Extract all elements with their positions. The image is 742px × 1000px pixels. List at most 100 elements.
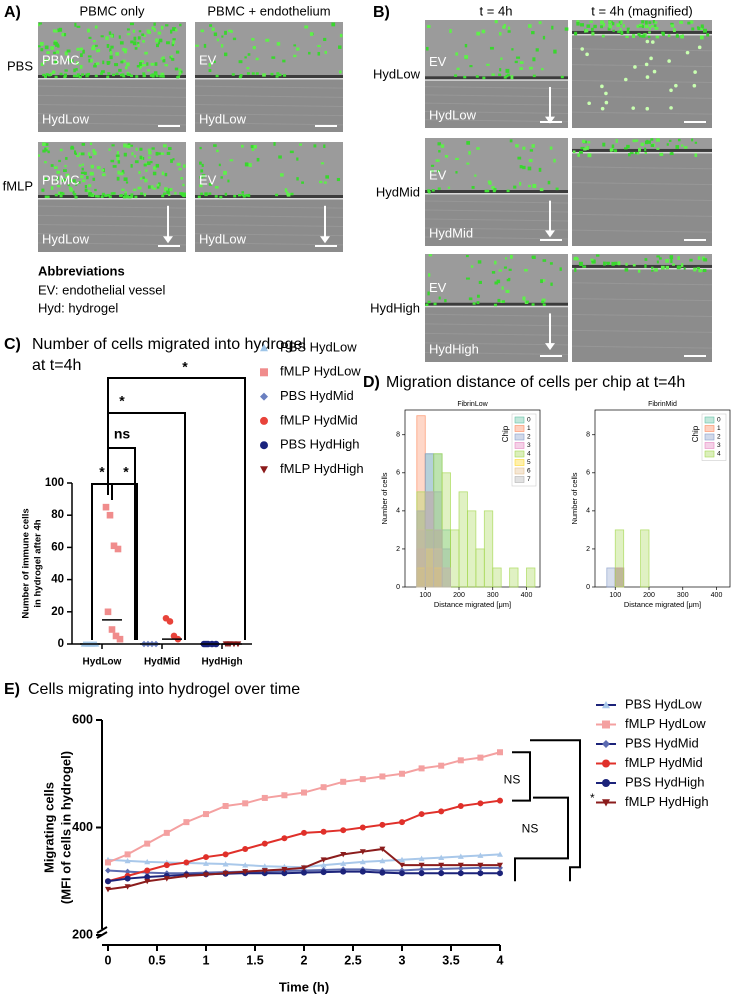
legend-label: PBS HydHigh <box>280 437 359 452</box>
y-tick-label: 8 <box>396 432 400 439</box>
cell <box>331 22 336 27</box>
cell <box>466 141 471 145</box>
cell <box>117 160 121 164</box>
panel-label: B) <box>373 4 390 21</box>
texture <box>424 323 569 327</box>
legend-label: PBS HydMid <box>625 735 699 750</box>
cell <box>262 73 266 77</box>
cell <box>323 144 326 149</box>
vessel-wall <box>195 75 343 78</box>
micrograph-lumen <box>425 138 568 192</box>
data-point <box>163 876 170 882</box>
cell <box>38 22 42 25</box>
micrograph-lumen <box>195 22 343 77</box>
cell <box>123 143 127 148</box>
cell <box>64 165 67 168</box>
y-tick-label: 2 <box>586 546 590 553</box>
cell <box>632 139 637 143</box>
row-label: HydLow <box>373 66 421 81</box>
x-tick-label: 400 <box>711 592 723 599</box>
vessel-wall <box>38 75 186 78</box>
cell <box>579 150 583 154</box>
cell <box>644 20 648 25</box>
cell <box>611 22 615 26</box>
cell <box>502 25 506 29</box>
cell <box>532 57 536 62</box>
cell <box>130 164 133 168</box>
y-tick-label: 0 <box>58 638 64 650</box>
cell <box>255 57 259 61</box>
cell <box>651 269 654 272</box>
cell <box>172 38 176 41</box>
cell <box>151 147 155 150</box>
cell <box>125 181 129 184</box>
legend-label: 4 <box>527 451 531 458</box>
texture <box>571 298 713 302</box>
cell <box>61 178 65 182</box>
cell <box>468 151 471 155</box>
cell <box>42 149 46 153</box>
chart-title: Migration distance of cells per chip at … <box>386 374 685 391</box>
data-point <box>320 828 327 835</box>
cell <box>476 147 480 150</box>
cell <box>533 184 537 189</box>
cell <box>164 64 168 67</box>
cell <box>638 35 643 38</box>
cell <box>608 25 613 29</box>
data-point <box>124 868 131 875</box>
cell <box>675 145 680 149</box>
cell <box>129 22 134 26</box>
cell <box>43 75 47 78</box>
cell <box>156 152 161 155</box>
y-tick-label: 200 <box>72 927 93 941</box>
cell <box>110 159 115 163</box>
cell <box>102 60 105 65</box>
cell <box>309 32 314 36</box>
cell <box>493 303 497 307</box>
cell <box>121 169 125 174</box>
cell <box>645 75 650 79</box>
cell <box>282 59 286 63</box>
texture <box>194 233 344 237</box>
cell <box>153 166 157 170</box>
cell <box>156 185 160 189</box>
cell <box>251 72 255 75</box>
data-point <box>163 862 170 869</box>
cell <box>118 68 122 72</box>
cell <box>106 60 111 64</box>
cell <box>134 155 137 158</box>
cell <box>213 32 218 37</box>
cell <box>216 149 219 153</box>
cell <box>166 41 170 45</box>
cell <box>178 71 182 76</box>
cell <box>246 72 250 75</box>
legend-swatch <box>704 450 715 458</box>
cell <box>106 43 110 48</box>
data-point <box>457 870 464 877</box>
histogram-bar <box>475 548 485 588</box>
cell <box>687 21 691 25</box>
cell <box>427 291 430 296</box>
data-point <box>477 862 484 869</box>
cell <box>152 187 157 190</box>
histogram-bar <box>450 529 460 588</box>
cell <box>146 62 149 66</box>
cell <box>197 195 201 199</box>
cell <box>447 186 451 189</box>
cell <box>86 189 91 193</box>
cell <box>232 37 237 41</box>
cell <box>296 157 299 161</box>
cell <box>145 169 148 172</box>
cell <box>456 67 460 71</box>
data-point <box>399 856 405 863</box>
cell <box>94 25 98 29</box>
cell <box>324 50 327 54</box>
image-label: HydLow <box>42 111 90 126</box>
cell <box>696 266 700 270</box>
x-tick-label: 0 <box>105 953 112 967</box>
cell <box>64 69 68 72</box>
cell <box>637 32 641 36</box>
cell <box>644 152 647 155</box>
cell <box>593 24 597 29</box>
